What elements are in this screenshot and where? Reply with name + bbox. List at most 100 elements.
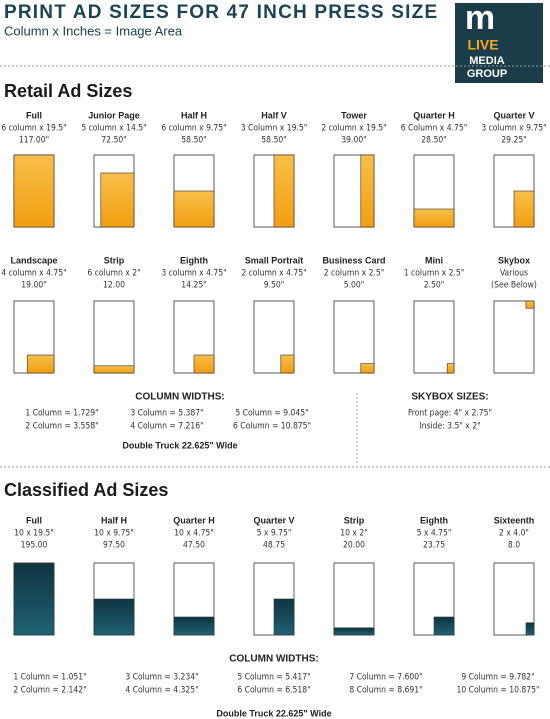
column-width: 3 Column = 5.387" [130, 409, 203, 419]
ad-dims: 5 x 9.75" [257, 529, 292, 539]
ad-fill [273, 598, 295, 636]
ad-area: 5.00" [344, 281, 365, 291]
logo-m: m [465, 0, 495, 37]
ad-area: 2.50" [424, 281, 445, 291]
ad-area: 12.00 [103, 281, 125, 291]
ad-name: Quarter V [253, 515, 294, 525]
ad-dims: 10 x 9.75" [94, 529, 134, 539]
ad-dims: 5 column x 14.5" [81, 124, 146, 134]
ad-dims: 10 x 19.5" [14, 529, 54, 539]
ad-fill [413, 208, 455, 228]
ad-area: 97.50 [103, 541, 125, 551]
subtitle: Column x Inches = Image Area [4, 23, 183, 38]
ad-fill [360, 363, 375, 374]
ad-dims: 4 column x 4.75" [1, 269, 66, 279]
ad-name: Mini [425, 255, 443, 265]
ad-dims: 2 column x 4.75" [241, 269, 306, 279]
ad-fill [26, 354, 55, 374]
ad-fill [333, 627, 375, 636]
ad-fill [93, 598, 135, 636]
section-title: Classified Ad Sizes [4, 480, 168, 500]
ad-name: Half V [261, 110, 287, 120]
ad-dims: 6 Column x 4.75" [401, 124, 468, 134]
ad-fill [273, 154, 295, 228]
ad-dims: 10 x 2" [340, 529, 368, 539]
column-width: 6 Column = 6.518" [237, 686, 310, 696]
ad-area: 58.50" [181, 136, 206, 146]
widths-title: COLUMN WIDTHS: [229, 654, 318, 665]
column-width: 3 Column = 3.234" [125, 673, 198, 683]
ad-name: Eighth [180, 255, 208, 265]
ad-fill [13, 562, 55, 636]
ad-name: Half H [181, 110, 207, 120]
column-width: 4 Column = 7.216" [130, 422, 203, 432]
ad-area: 117.00" [19, 136, 49, 146]
ad-fill [193, 354, 215, 374]
ad-area: 19.00" [21, 281, 46, 291]
ad-page [493, 300, 535, 374]
ad-dims: 6 column x 2" [87, 269, 140, 279]
ad-name: Eighth [420, 515, 448, 525]
ad-dims: 2 x 4.0" [499, 529, 529, 539]
ad-name: Full [26, 110, 42, 120]
ad-page [333, 562, 375, 636]
column-width: 6 Column = 10.875" [233, 422, 311, 432]
ad-name: Quarter H [173, 515, 215, 525]
ad-name: Tower [341, 110, 367, 120]
ad-dims: Various [500, 269, 528, 279]
ad-area: 8.0 [508, 541, 520, 551]
skybox-size: Inside: 3.5" x 2" [419, 422, 480, 432]
ad-name: Small Portrait [245, 255, 304, 265]
ad-dims: 6 column x 9.75" [161, 124, 226, 134]
skybox-size: Front page: 4" x 2.75" [408, 409, 492, 419]
ad-name: Quarter H [413, 110, 455, 120]
ad-fill [513, 190, 535, 228]
ad-fill [100, 172, 135, 228]
ad-area: 47.50 [183, 541, 205, 551]
column-width: 7 Column = 7.600" [349, 673, 422, 683]
ad-page [93, 300, 135, 374]
widths-note: Double Truck 22.625" Wide [122, 440, 237, 450]
ad-name: Quarter V [493, 110, 534, 120]
column-width: 8 Column = 8.691" [349, 686, 422, 696]
logo-media: MEDIA [469, 55, 505, 67]
skybox-title: SKYBOX SIZES: [411, 392, 488, 403]
ad-dims: 6 column x 19.5" [1, 124, 66, 134]
ad-area: 29.25" [501, 136, 526, 146]
ad-fill [525, 300, 535, 309]
ad-dims: 10 x 4.75" [174, 529, 214, 539]
ad-name: Skybox [498, 255, 530, 265]
ad-dims: 3 column x 4.75" [161, 269, 226, 279]
ad-area: 23.75 [423, 541, 445, 551]
ad-area: 39.00" [341, 136, 366, 146]
section-title: Retail Ad Sizes [4, 81, 132, 101]
ad-name: Junior Page [88, 110, 140, 120]
ad-area: 195.00 [21, 541, 48, 551]
ad-area: 20.00 [343, 541, 365, 551]
column-width: 10 Column = 10.875" [457, 686, 540, 696]
logo-group: GROUP [467, 68, 507, 80]
ad-area: 9.50" [264, 281, 285, 291]
ad-area: 72.50" [101, 136, 126, 146]
ad-fill [173, 616, 215, 636]
ad-fill [93, 365, 135, 374]
ad-area: 58.50" [261, 136, 286, 146]
ad-name: Strip [344, 515, 365, 525]
ad-fill [433, 616, 455, 636]
ad-area: (See Below) [491, 281, 537, 291]
ad-name: Full [26, 515, 42, 525]
ad-fill [173, 190, 215, 228]
ad-name: Strip [104, 255, 125, 265]
ad-fill [360, 154, 375, 228]
ad-area: 48.75 [263, 541, 285, 551]
ad-dims: 3 Column x 19.5" [241, 124, 308, 134]
ad-fill [280, 354, 295, 374]
column-width: 5 Column = 5.417" [237, 673, 310, 683]
ad-dims: 5 x 4.75" [417, 529, 452, 539]
ad-page [413, 300, 455, 374]
ad-area: 14.25" [181, 281, 206, 291]
title: PRINT AD SIZES FOR 47 INCH PRESS SIZE [4, 2, 438, 23]
ad-name: Sixteenth [494, 515, 535, 525]
ad-fill [446, 363, 455, 374]
